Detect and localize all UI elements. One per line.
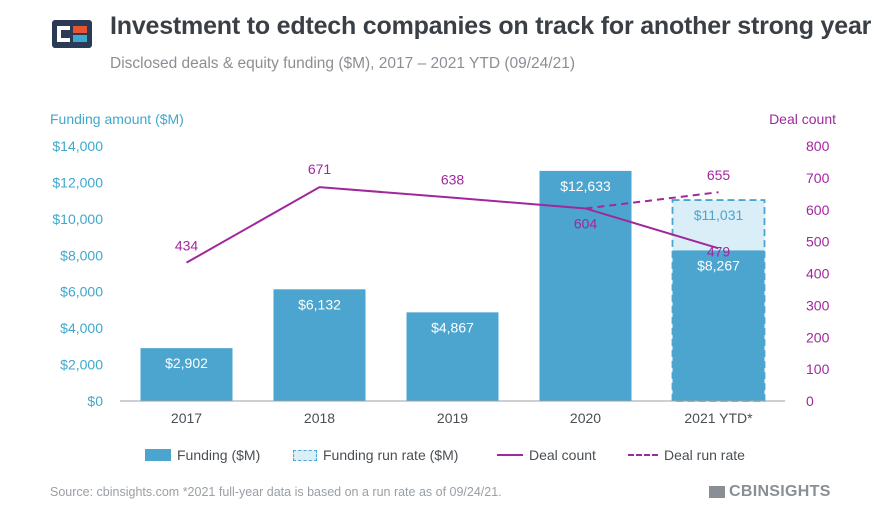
right-axis-tick-label: 800: [806, 138, 830, 154]
chart-subtitle: Disclosed deals & equity funding ($M), 2…: [110, 55, 575, 72]
funding-bar: [672, 250, 765, 401]
left-axis-tick-label: $12,000: [52, 174, 103, 190]
legend-run-rate-swatch: [293, 449, 317, 461]
legend-deal-count-label: Deal count: [529, 447, 596, 463]
legend-deal-run-rate-label: Deal run rate: [664, 447, 745, 463]
funding-bar: [273, 289, 366, 401]
brand-mark-icon: [709, 486, 725, 498]
brand-text: CBINSIGHTS: [729, 483, 831, 500]
x-axis-tick-label: 2017: [171, 410, 202, 426]
right-axis-tick-label: 700: [806, 170, 830, 186]
funding-bar-label: $6,132: [298, 296, 341, 312]
deal-count-label: 671: [308, 161, 332, 177]
legend-deal-run-rate-swatch: [628, 454, 658, 456]
left-axis-title: Funding amount ($M): [50, 111, 184, 127]
legend-deal-run-rate: Deal run rate: [628, 447, 745, 463]
legend-funding-label: Funding ($M): [177, 447, 261, 463]
right-axis-tick-label: 0: [806, 393, 814, 409]
chart-title: Investment to edtech companies on track …: [110, 12, 872, 40]
funding-bar: [140, 348, 233, 401]
legend-funding: Funding ($M): [145, 447, 260, 463]
x-axis-tick-label: 2020: [570, 410, 601, 426]
funding-bar-label: $8,267: [697, 257, 740, 273]
left-axis-tick-label: $10,000: [52, 211, 103, 227]
funding-bar: [406, 312, 499, 401]
x-axis-tick-label: 2021 YTD*: [684, 410, 753, 426]
right-axis-tick-label: 400: [806, 266, 830, 282]
left-axis-tick-label: $14,000: [52, 138, 103, 154]
right-axis-tick-label: 100: [806, 361, 830, 377]
legend-funding-swatch: [145, 449, 171, 461]
funding-bar-label: $2,902: [165, 355, 208, 371]
cb-insights-logo: [52, 20, 92, 48]
x-axis-tick-label: 2019: [437, 410, 468, 426]
left-axis-tick-label: $8,000: [60, 247, 103, 263]
funding-bar-label: $12,633: [560, 178, 611, 194]
deal-run-rate-label: 655: [707, 167, 731, 183]
left-axis-tick-label: $0: [87, 393, 103, 409]
legend-deal-count-swatch: [497, 454, 523, 456]
right-axis-title: Deal count: [769, 111, 836, 127]
legend-deal-count: Deal count: [497, 447, 596, 463]
right-axis-tick-label: 600: [806, 202, 830, 218]
right-axis-tick-label: 200: [806, 329, 830, 345]
right-axis-tick-label: 500: [806, 234, 830, 250]
chart-canvas: $0 $2,000 $4,000 $6,000 $8,000 $10,000 $12,000…: [52, 138, 830, 426]
deal-count-line: [186, 186, 719, 264]
funding-bar-label: $4,867: [431, 319, 474, 335]
deal-count-label: 604: [574, 215, 598, 231]
run-rate-bar-label: $11,031: [694, 207, 744, 223]
deal-count-label: 479: [707, 243, 731, 259]
left-axis-tick-label: $6,000: [60, 284, 103, 300]
legend-run-rate: Funding run rate ($M): [293, 447, 458, 463]
left-axis-tick-label: $2,000: [60, 357, 103, 373]
legend: Funding ($M) Funding run rate ($M) Deal …: [0, 447, 874, 467]
deal-count-label: 434: [175, 238, 199, 254]
x-axis-tick-label: 2018: [304, 410, 335, 426]
deal-count-label: 638: [441, 172, 465, 188]
right-axis-tick-label: 300: [806, 297, 830, 313]
brand-wordmark: CBINSIGHTS: [709, 483, 831, 501]
deal-run-rate-line: [585, 191, 719, 210]
footer-source: Source: cbinsights.com *2021 full-year d…: [50, 485, 502, 499]
legend-run-rate-label: Funding run rate ($M): [323, 447, 459, 463]
left-axis-tick-label: $4,000: [60, 320, 103, 336]
